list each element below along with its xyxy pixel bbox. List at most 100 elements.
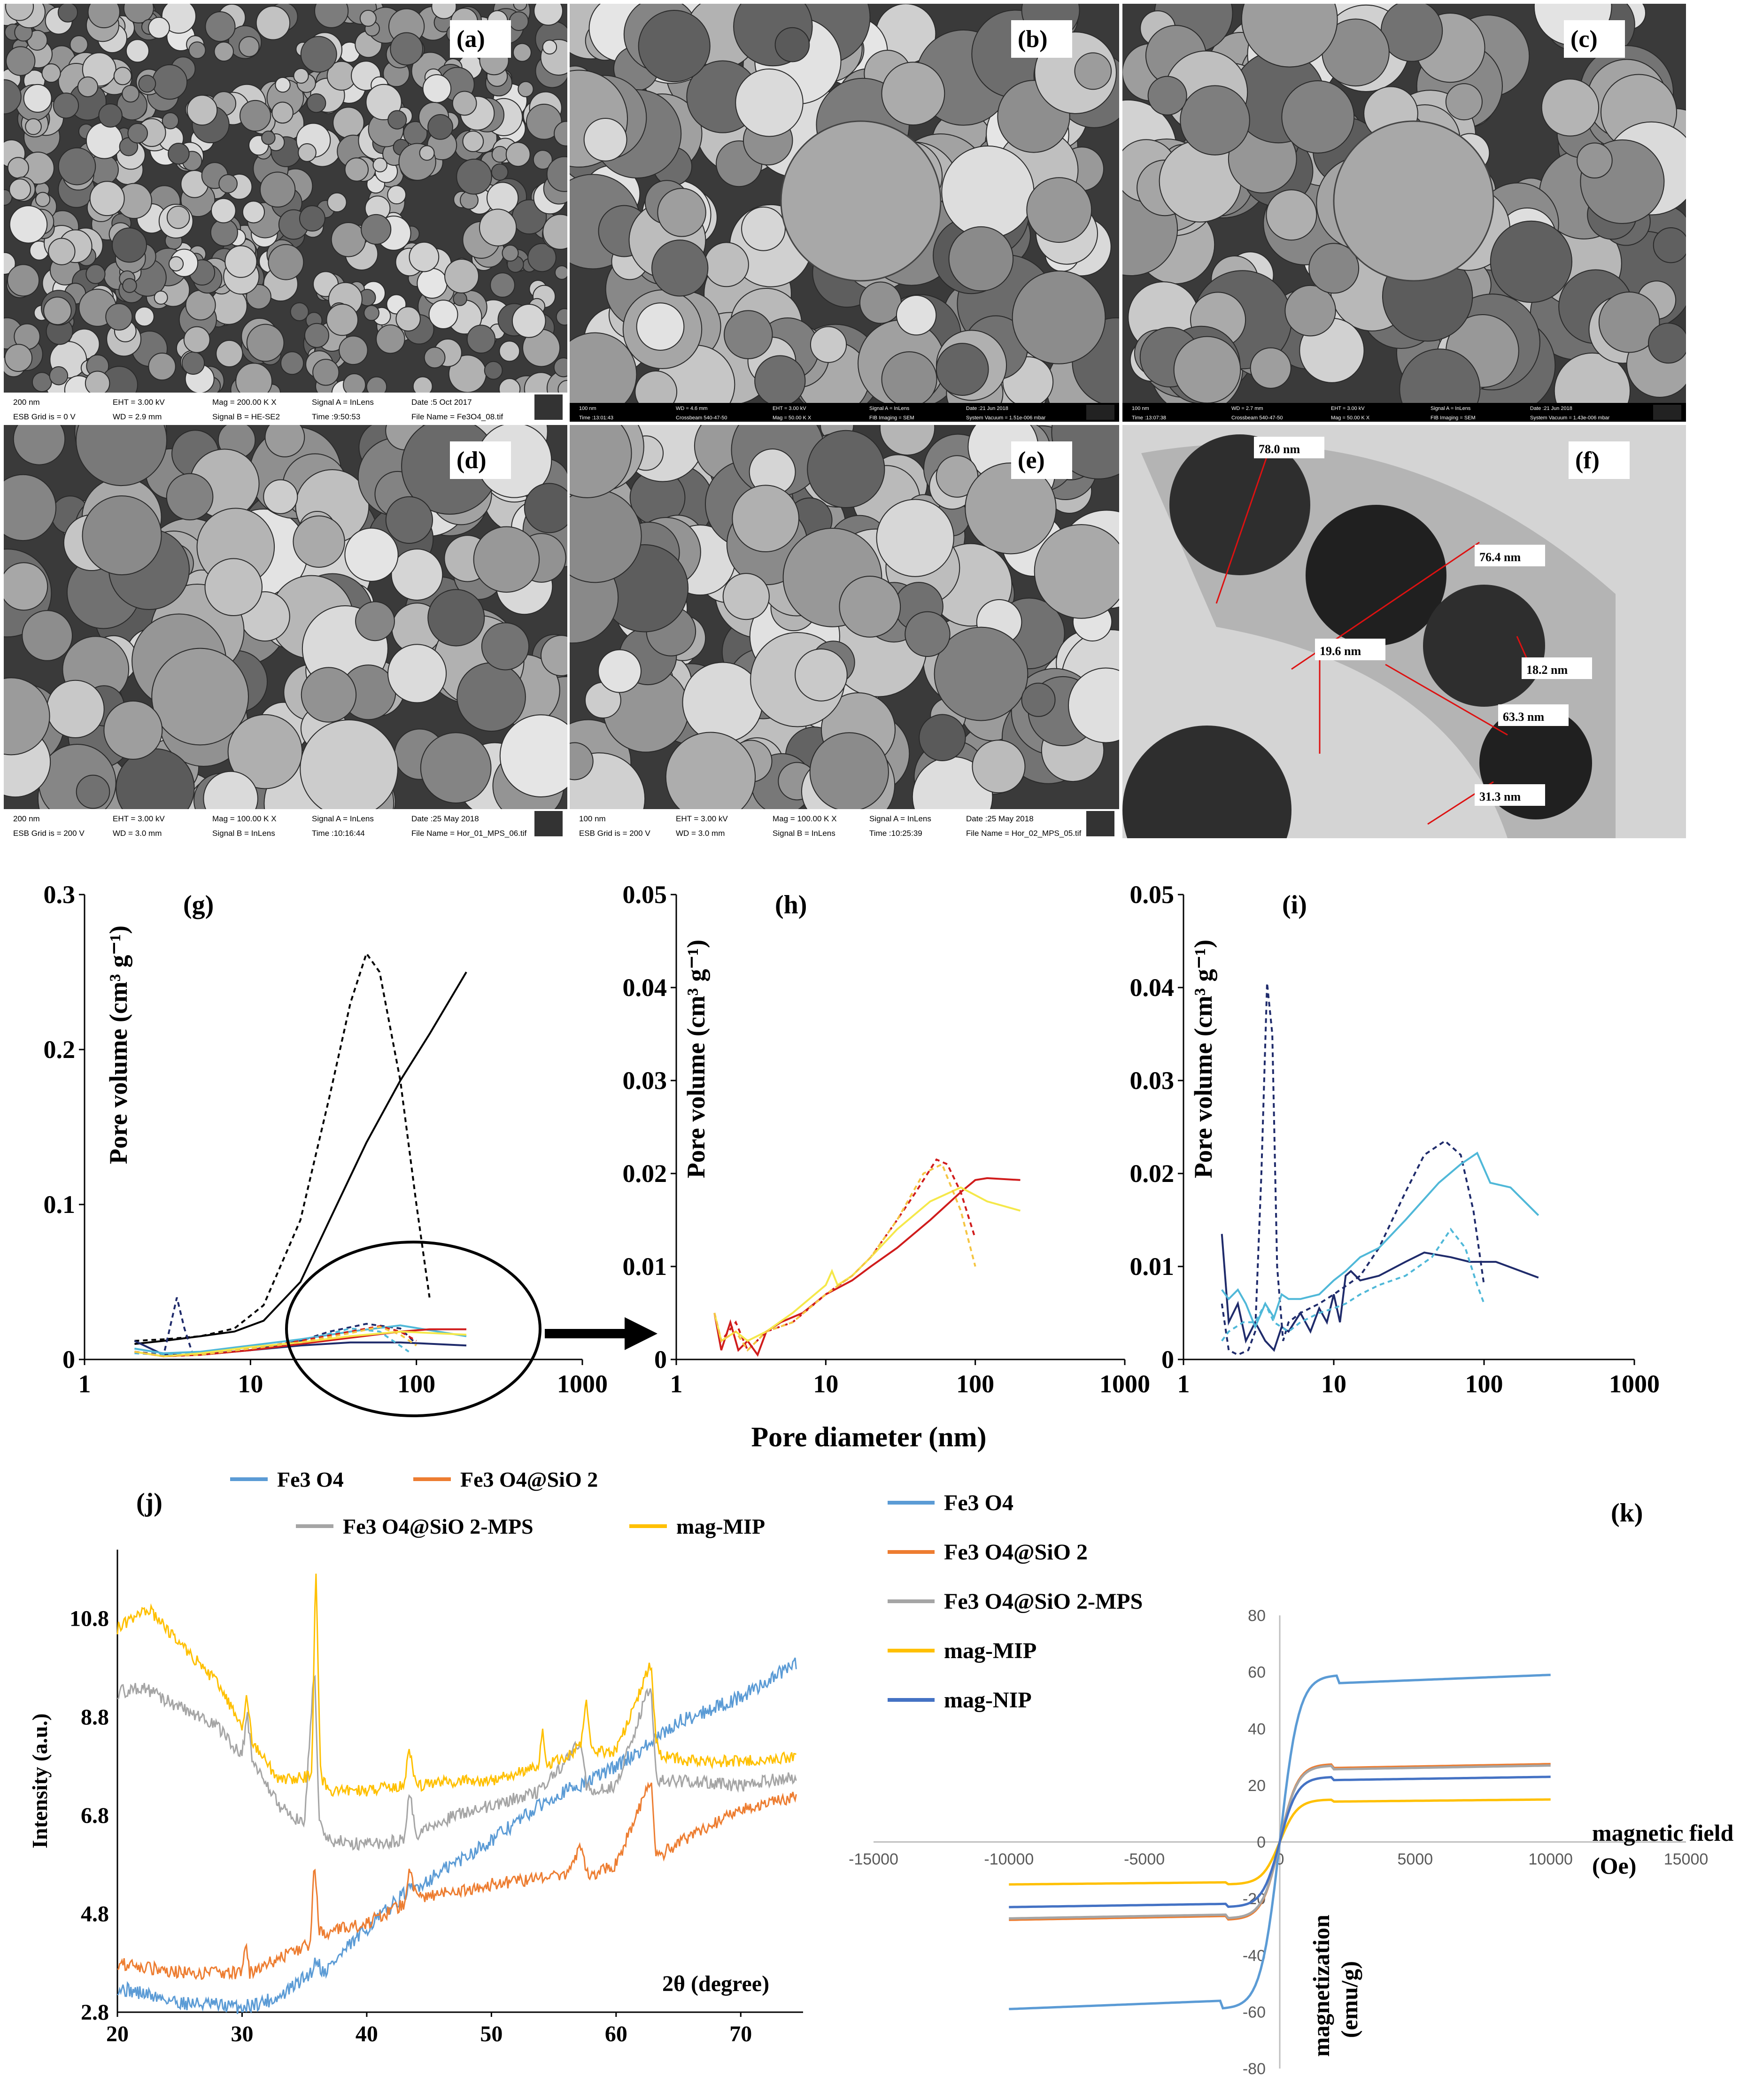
sem-info-text: Crossbeam 540-47-50 — [676, 415, 727, 421]
x-tick-label: 10 — [1321, 1370, 1346, 1398]
particle — [420, 732, 492, 803]
y-tick-label: 0.04 — [623, 973, 667, 1002]
particle — [499, 340, 520, 362]
chart-i: 1 10 100 1000 0 0.01 0.02 0.03 0.04 0.05 (i) Pore v… — [1130, 880, 1660, 1398]
particle — [534, 4, 564, 26]
particle — [152, 64, 188, 100]
particle — [512, 43, 532, 62]
particle — [275, 77, 291, 93]
particle — [314, 4, 349, 28]
particle — [98, 103, 123, 128]
particle — [58, 147, 96, 185]
particle — [1147, 76, 1187, 116]
series-line — [1221, 982, 1485, 1356]
particle — [43, 296, 72, 325]
y-tick-label: 80 — [1248, 1607, 1266, 1625]
particle — [1250, 347, 1291, 389]
particle — [526, 103, 562, 140]
zeiss-logo — [534, 394, 563, 420]
particle — [570, 742, 594, 780]
particle — [948, 226, 1014, 292]
sem-info-bar — [570, 809, 1119, 838]
x-tick-label: 10 — [238, 1370, 263, 1398]
x-tick-label: 1000 — [1609, 1370, 1660, 1398]
particle — [1541, 78, 1600, 137]
legend-label: Fe3 O4@SiO 2 — [460, 1467, 598, 1491]
micrograph-e: 100 nm EHT = 3.00 kV Mag = 100.00 K X Signa… — [570, 425, 1119, 838]
sem-info-text: 200 nm — [13, 398, 40, 407]
particle — [5, 4, 34, 21]
particle — [7, 157, 29, 179]
particle — [125, 39, 149, 63]
particle — [148, 16, 170, 39]
x-tick-label: -15000 — [849, 1851, 898, 1868]
particle — [1266, 189, 1317, 241]
sem-info-text: WD = 2.9 mm — [113, 412, 162, 421]
particle — [556, 308, 567, 326]
panel-label: (b) — [1018, 26, 1048, 53]
series-line — [1221, 1228, 1485, 1342]
particle — [57, 4, 78, 23]
sem-info-text: WD = 4.6 mm — [676, 406, 708, 411]
particle — [431, 4, 457, 19]
particle — [300, 719, 398, 818]
particle — [795, 648, 848, 702]
chart-k: -15000 -10000 -5000 0 5000 10000 15000-80-60-4… — [849, 1490, 1733, 2078]
particle — [76, 425, 168, 486]
x-tick-label: 1 — [1177, 1370, 1190, 1398]
sem-info-text: Date :21 Jun 2018 — [966, 406, 1008, 411]
particle — [490, 272, 515, 298]
sem-info-text: Mag = 50.00 K X — [773, 415, 812, 421]
measurement-label: 78.0 nm — [1259, 442, 1300, 456]
zeiss-logo — [1086, 811, 1114, 836]
particle — [427, 114, 453, 140]
y-tick-label: 0 — [1161, 1345, 1174, 1374]
y-axis-title: Pore volume (cm³ g⁻¹) — [682, 940, 710, 1178]
particle — [333, 107, 364, 139]
particle — [1012, 270, 1106, 364]
sem-info-text: Date :21 Jun 2018 — [1530, 406, 1572, 411]
y-tick-label: 0.01 — [623, 1252, 667, 1281]
particle — [810, 326, 847, 363]
particle — [327, 192, 347, 213]
sem-info-text: 100 nm — [1132, 406, 1149, 411]
y-tick-label: 0.3 — [44, 880, 76, 909]
y-tick-label: 0 — [62, 1345, 75, 1374]
y-tick-label: 60 — [1248, 1664, 1266, 1682]
particle — [919, 714, 966, 762]
particle — [113, 67, 132, 85]
particle — [22, 610, 73, 661]
x-tick-label: 20 — [106, 2022, 129, 2046]
particle — [444, 258, 479, 293]
series-line — [713, 1163, 976, 1352]
particle — [9, 178, 31, 201]
x-tick-label: 1000 — [557, 1370, 608, 1398]
y-tick-label: 10.8 — [70, 1606, 109, 1631]
particle — [896, 294, 937, 336]
x-tick-label: 60 — [605, 2022, 627, 2046]
particle — [255, 6, 291, 40]
particle — [306, 93, 326, 113]
panel-label: (i) — [1282, 890, 1307, 919]
chart-g: 1 10 100 1000 0 0.1 0.2 0.3 (g) Pore volume (cm³ … — [44, 880, 608, 1417]
measurement-label: 76.4 nm — [1479, 550, 1521, 564]
particle — [89, 181, 125, 216]
x-axis-title: Pore diameter (nm) — [751, 1421, 987, 1452]
particle — [540, 635, 567, 676]
panel-label: (d) — [456, 447, 487, 474]
sem-info-text: Time :10:25:39 — [869, 829, 922, 838]
sem-info-text: System Vacuum = 1.51e-006 mbar — [966, 415, 1046, 421]
particle — [905, 611, 951, 657]
particle — [479, 208, 517, 247]
particle — [365, 84, 402, 121]
particle — [741, 206, 786, 251]
particle — [807, 430, 885, 509]
measurement-label: 18.2 nm — [1526, 663, 1568, 677]
particle — [214, 41, 234, 62]
particle — [331, 222, 366, 257]
sem-info-text: 100 nm — [579, 406, 596, 411]
y-tick-label: 0.1 — [44, 1190, 76, 1219]
particle — [76, 774, 110, 809]
y-tick-label: 0 — [1257, 1834, 1266, 1852]
nanoparticle — [1169, 434, 1310, 575]
